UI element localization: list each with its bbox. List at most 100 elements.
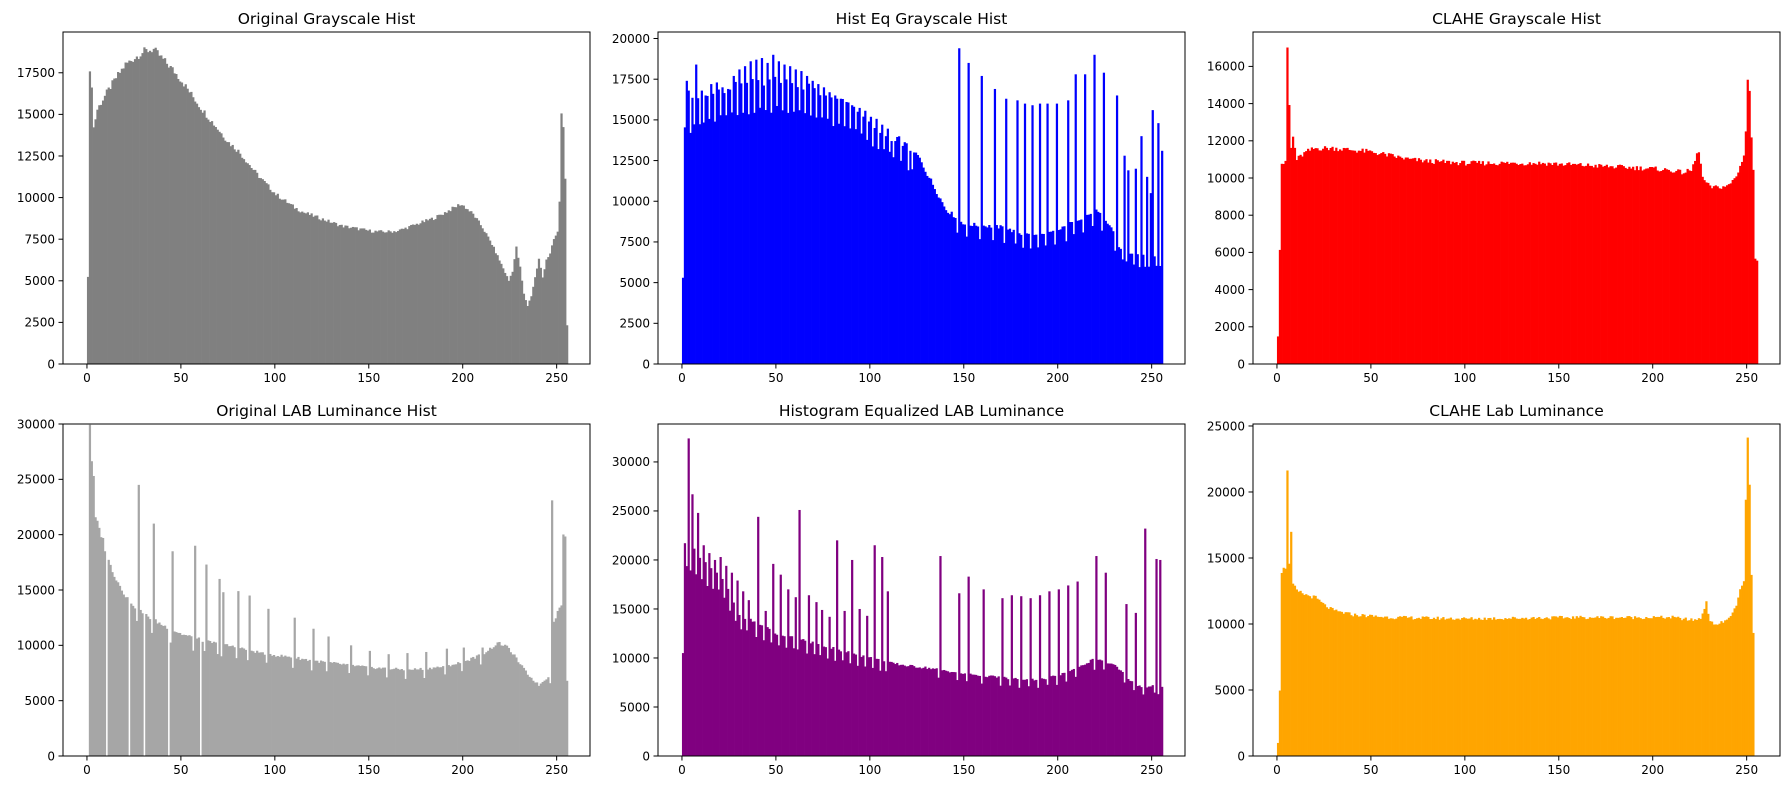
bar (156, 623, 159, 756)
bar (86, 276, 90, 364)
bar (1701, 176, 1704, 364)
bar (783, 636, 786, 756)
bar (877, 658, 880, 756)
bar (696, 512, 700, 756)
bar (1513, 617, 1516, 756)
bar (393, 231, 396, 364)
bar (1068, 671, 1072, 756)
bar (334, 662, 338, 756)
bar (1419, 618, 1422, 756)
y-tick-label: 30000 (612, 455, 650, 469)
bar (886, 128, 889, 364)
bar (1005, 98, 1008, 364)
bar (216, 129, 219, 364)
bar (708, 118, 711, 364)
bar (96, 109, 99, 364)
bar (1712, 624, 1716, 756)
bar (1588, 617, 1592, 756)
axes-frame (657, 423, 1186, 757)
bar (886, 591, 889, 756)
bar (839, 651, 842, 756)
y-tick-label: 15000 (17, 108, 55, 122)
bar (1596, 167, 1599, 364)
bar (289, 657, 293, 756)
bar (982, 589, 985, 756)
bar (372, 232, 375, 364)
bar (1506, 161, 1509, 364)
bar (944, 210, 948, 364)
y-tick-label: 17500 (17, 66, 55, 80)
bar (458, 205, 462, 364)
bar (393, 668, 396, 756)
bar (1115, 95, 1119, 364)
bar (973, 222, 976, 364)
bar (1536, 617, 1539, 756)
subplot-title: Hist Eq Grayscale Hist (836, 10, 1008, 28)
bar (1524, 617, 1528, 756)
bar (873, 545, 876, 756)
bar (556, 610, 559, 756)
bar (534, 277, 537, 364)
bar (453, 664, 456, 756)
bar (1519, 618, 1522, 756)
bar (760, 625, 764, 756)
bar (513, 259, 516, 364)
bar (734, 620, 737, 756)
bar (391, 669, 394, 756)
bar (325, 221, 328, 364)
bar (1288, 563, 1291, 756)
bar (1694, 619, 1697, 756)
bar (1061, 226, 1064, 364)
bar (160, 624, 163, 756)
bar (107, 87, 110, 364)
bar (706, 95, 709, 364)
bar (847, 651, 850, 756)
bar (366, 675, 370, 756)
bar (1656, 170, 1659, 364)
bar (1727, 617, 1731, 756)
bar (94, 119, 97, 364)
bar (967, 576, 970, 756)
bar (359, 666, 362, 756)
bar (404, 678, 407, 756)
bar (946, 212, 950, 364)
bar (1493, 617, 1496, 756)
bar (256, 172, 259, 364)
bar (978, 239, 982, 364)
bar (1549, 163, 1552, 364)
bar (1119, 248, 1122, 364)
bar (1068, 222, 1072, 364)
bar (404, 227, 407, 364)
bar (389, 669, 392, 756)
bar (472, 656, 475, 756)
bar (944, 670, 948, 756)
bar (975, 225, 978, 364)
bar (312, 216, 315, 364)
bar (314, 215, 317, 364)
bar (1438, 619, 1441, 756)
bar (1462, 160, 1466, 364)
bar (1517, 165, 1520, 364)
bar (1709, 621, 1712, 756)
bar (1025, 679, 1028, 756)
bar (1012, 678, 1015, 756)
bar (1598, 164, 1601, 364)
bar (991, 675, 995, 756)
bar (779, 82, 782, 364)
bar (854, 654, 858, 756)
bar (1647, 168, 1650, 364)
bar (1125, 604, 1128, 756)
bar (1506, 618, 1509, 756)
bar (192, 650, 195, 756)
bar (1085, 663, 1089, 756)
bar (152, 48, 155, 364)
bar (473, 658, 477, 756)
bar (830, 648, 833, 756)
bar (368, 650, 371, 756)
bar (815, 602, 818, 756)
bar (1633, 616, 1637, 756)
bar (1603, 617, 1607, 756)
x-tick-label: 250 (1735, 763, 1758, 777)
bar (730, 112, 734, 364)
bar (329, 222, 332, 364)
